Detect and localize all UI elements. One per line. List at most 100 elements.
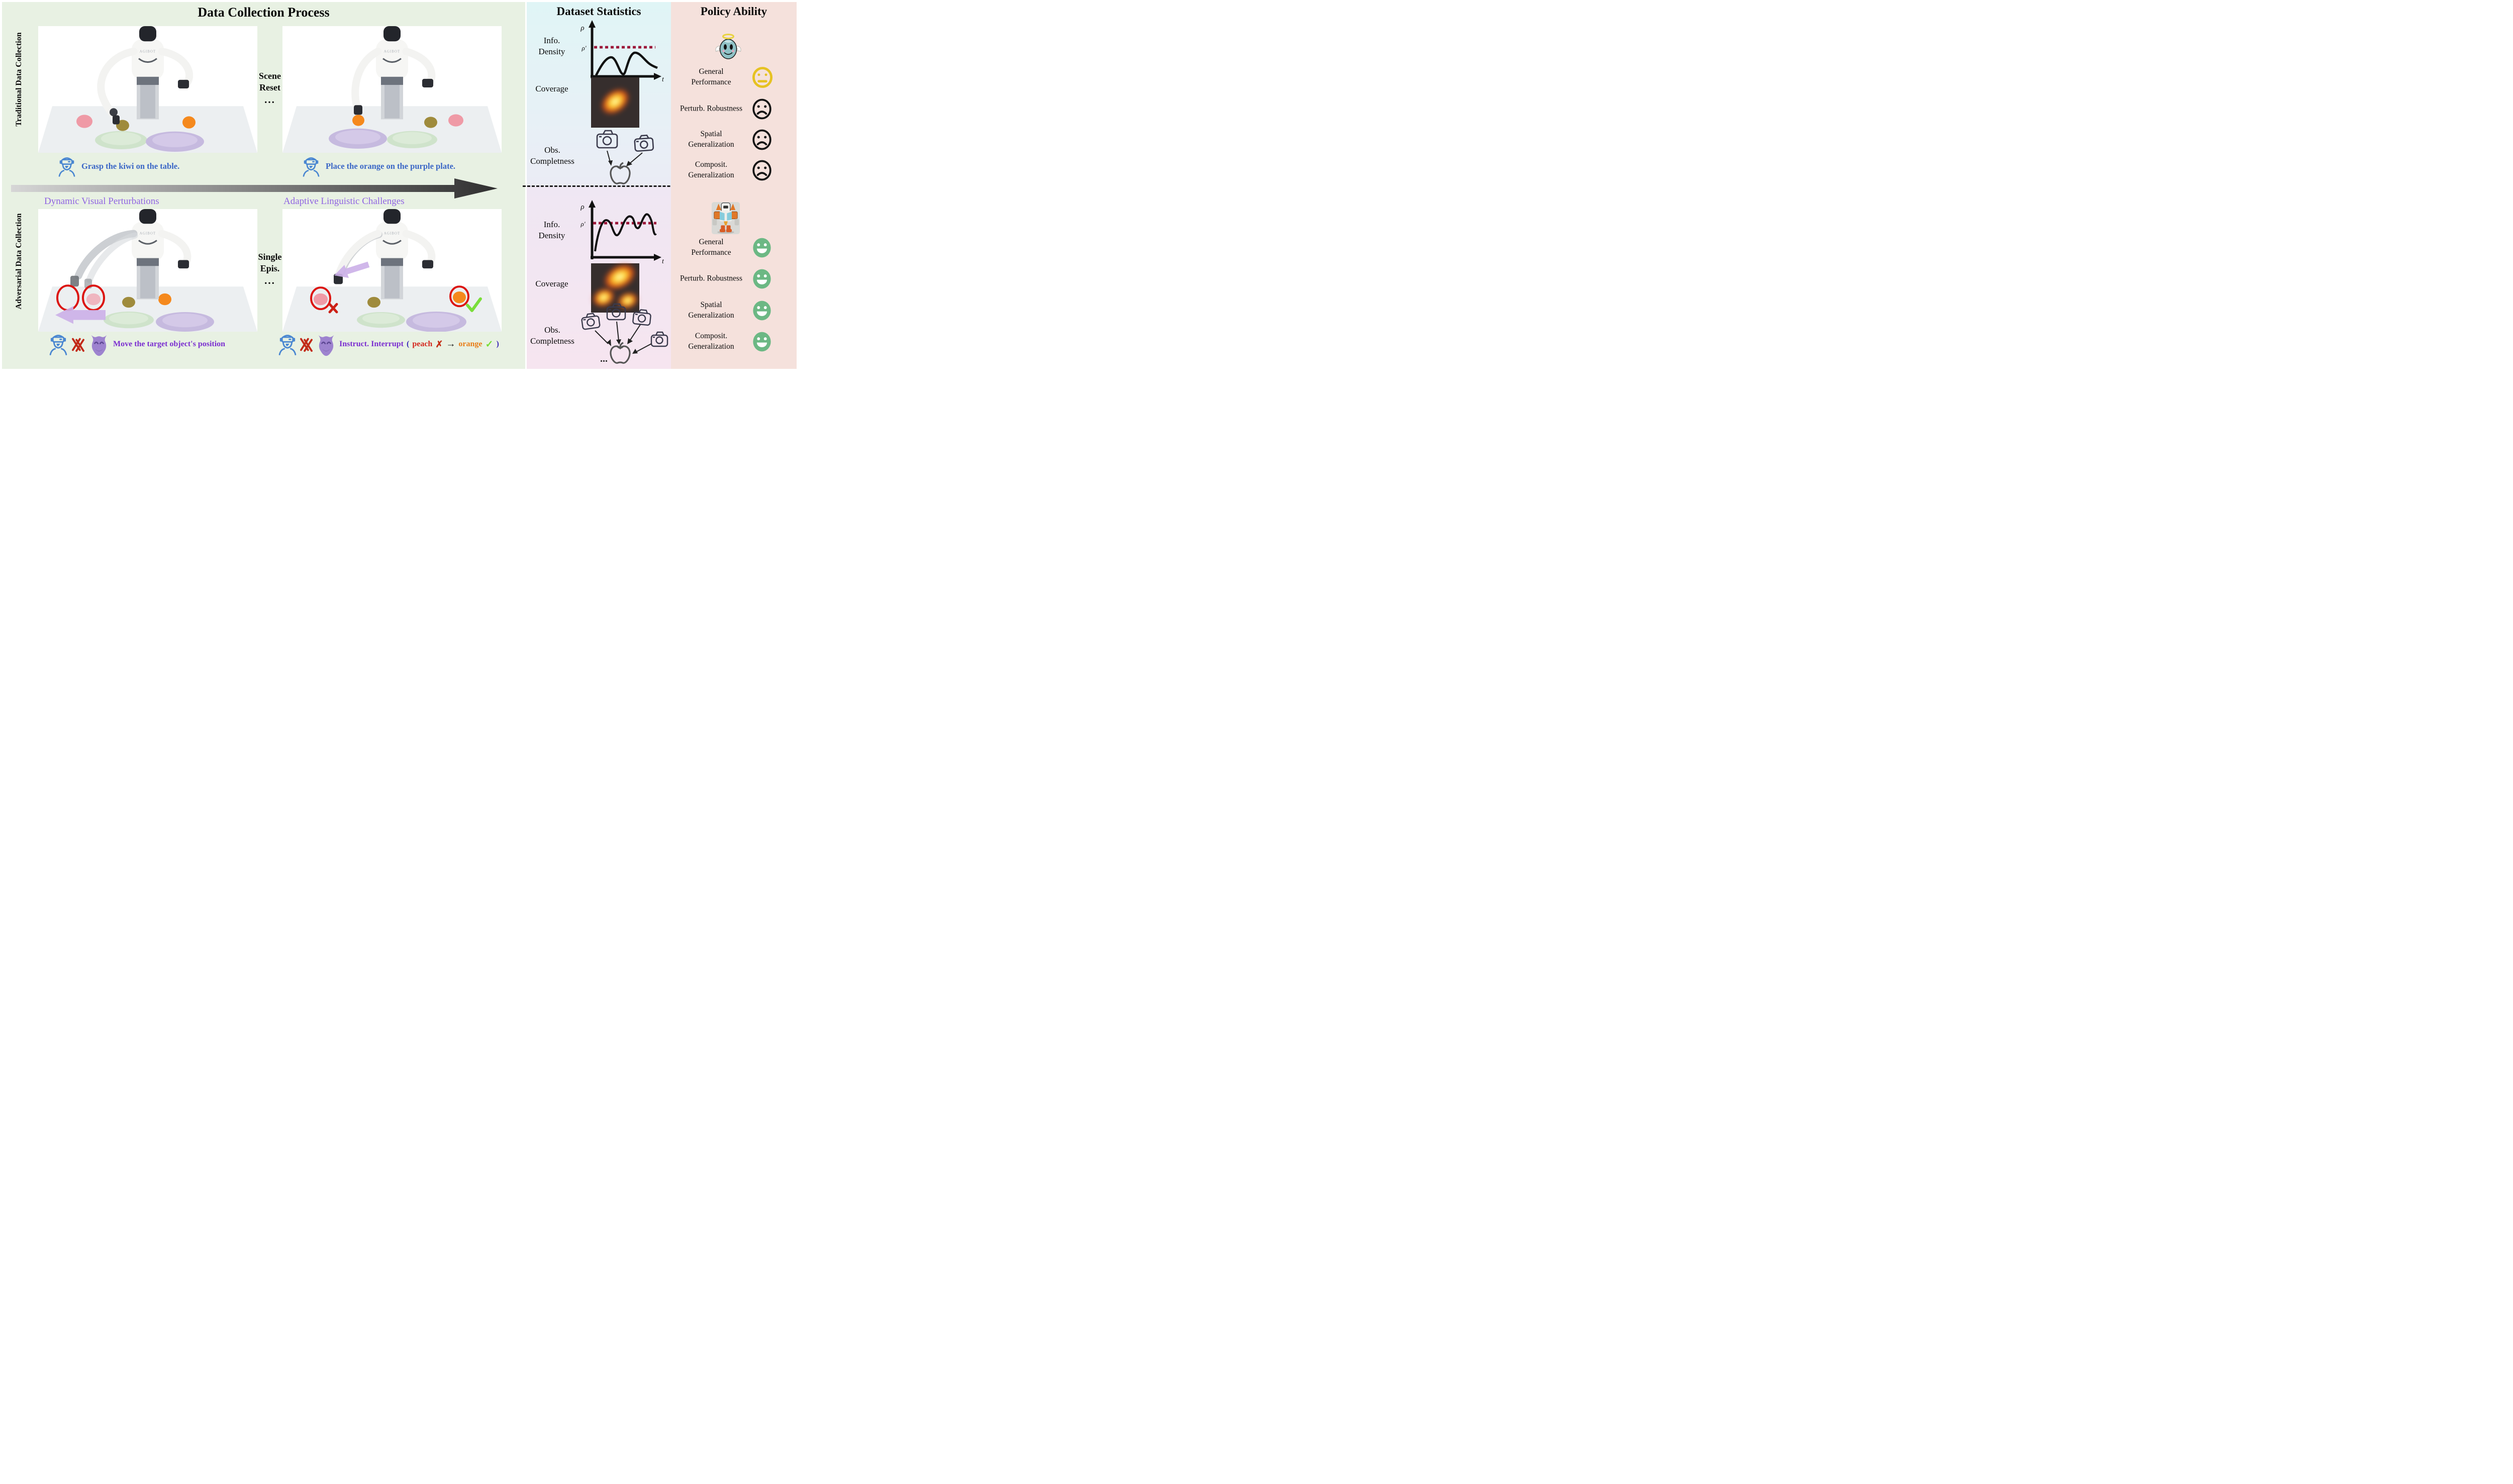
robot-brand-text: AGIBOT bbox=[140, 49, 156, 53]
ability-row-general-top: General Performance bbox=[671, 64, 797, 91]
single-episode-text: Single Epis. bbox=[258, 252, 282, 273]
adversarial-row-label: Adversarial Data Collection bbox=[15, 213, 23, 310]
data-collection-panel: Data Collection Process Traditional Data… bbox=[2, 2, 525, 369]
ability-label: Perturb. Robustness bbox=[680, 104, 742, 113]
caption-place-row: Place the orange on the purple plate. bbox=[303, 153, 455, 180]
axis-rho-prime-label: ρ' bbox=[580, 220, 585, 228]
obs-label-top: Obs. Completness bbox=[530, 145, 574, 166]
happy-face-icon bbox=[753, 332, 771, 352]
stats-title: Dataset Statistics bbox=[556, 5, 641, 18]
angel-face-icon bbox=[715, 34, 741, 59]
camera-icon bbox=[632, 309, 651, 326]
devil-icon bbox=[91, 335, 107, 356]
visual-perturbation-label: Dynamic Visual Perturbations bbox=[44, 196, 159, 207]
timeline-arrow bbox=[11, 178, 498, 199]
vr-goggles-person-icon bbox=[278, 335, 297, 355]
ability-row-spatial-top: Spatial Generalization bbox=[671, 126, 797, 153]
happy-face-icon bbox=[753, 238, 771, 258]
ability-label: Composit. Generalization bbox=[688, 160, 734, 179]
caption-interrupt-text: Instruct. Interrupt bbox=[339, 340, 404, 348]
camera-icon bbox=[581, 313, 601, 330]
apple-icon bbox=[610, 342, 631, 364]
ability-row-perturb-top: Perturb. Robustness bbox=[671, 95, 797, 123]
coverage-label-bottom: Coverage bbox=[535, 279, 568, 288]
info-density-label-top: Info. Density bbox=[538, 36, 565, 57]
sad-face-icon bbox=[752, 160, 771, 181]
devil-icon bbox=[318, 335, 334, 356]
info-density-plot-traditional: ρ ρ' t bbox=[580, 20, 664, 82]
caption-interrupt-row: Instruct. Interrupt ( peach ✗ → orange ✓… bbox=[278, 331, 499, 358]
linguistic-challenge-label: Adaptive Linguistic Challenges bbox=[283, 196, 405, 207]
coverage-label-top: Coverage bbox=[535, 84, 568, 93]
axis-t-label: t bbox=[662, 76, 664, 82]
photo-adversarial-interrupt: AGIBOT bbox=[282, 209, 502, 332]
caption-move-text: Move the target object's position bbox=[113, 340, 226, 348]
interrupt-wrong-word: peach bbox=[412, 340, 433, 348]
single-episode-note: Single Epis. ... bbox=[254, 251, 285, 287]
ability-label: Spatial Generalization bbox=[688, 130, 734, 149]
info-density-label-bottom: Info. Density bbox=[538, 220, 565, 241]
photo-traditional-place: AGIBOT bbox=[282, 26, 502, 153]
happy-face-icon bbox=[753, 301, 771, 321]
traditional-adversarial-divider bbox=[523, 185, 797, 187]
info-density-plot-adversarial: ρ ρ' t bbox=[580, 200, 664, 264]
traditional-row-label: Traditional Data Collection bbox=[15, 32, 23, 127]
obs-completeness-graphic-traditional bbox=[596, 130, 654, 184]
process-title: Data Collection Process bbox=[198, 5, 330, 20]
vr-goggles-person-icon bbox=[303, 157, 320, 177]
interrupt-arrow: → bbox=[446, 339, 456, 349]
ability-label: Spatial Generalization bbox=[688, 301, 734, 320]
obs-completeness-graphic-adversarial: ... bbox=[581, 303, 668, 364]
interrupt-paren-open: ( bbox=[407, 340, 410, 348]
scene-reset-text: Scene Reset bbox=[259, 71, 281, 92]
dataset-statistics-panel: Dataset Statistics Info. Density ρ ρ' t … bbox=[527, 2, 671, 369]
coverage-heatmap-traditional bbox=[591, 77, 639, 128]
camera-icon bbox=[596, 130, 618, 149]
vr-goggles-person-icon bbox=[58, 157, 75, 177]
interrupt-paren-close: ) bbox=[496, 340, 499, 348]
robot-brand-text: AGIBOT bbox=[140, 232, 156, 236]
caption-grasp-text: Grasp the kiwi on the table. bbox=[81, 161, 180, 171]
obs-dots: ... bbox=[600, 353, 608, 364]
ability-row-composit-top: Composit. Generalization bbox=[671, 157, 797, 184]
policy-ability-panel: Policy Ability General Performance Pertu bbox=[671, 2, 797, 369]
neutral-face-icon bbox=[752, 67, 773, 88]
robot-brand-text: AGIBOT bbox=[384, 49, 400, 53]
robot-scene-grasp: AGIBOT bbox=[38, 26, 257, 153]
ability-row-perturb-bottom: Perturb. Robustness bbox=[671, 265, 797, 292]
policy-title: Policy Ability bbox=[700, 5, 767, 18]
caption-move-row: Move the target object's position bbox=[49, 331, 225, 358]
happy-face-icon bbox=[753, 269, 771, 289]
vr-goggles-person-icon bbox=[49, 335, 67, 355]
crossed-x-icon bbox=[300, 338, 313, 352]
scene-reset-dots: ... bbox=[264, 93, 275, 106]
camera-icon bbox=[634, 134, 654, 152]
ability-row-general-bottom: General Performance bbox=[671, 234, 797, 261]
robot-brand-text: AGIBOT bbox=[384, 232, 400, 236]
camera-icon bbox=[650, 331, 668, 347]
photo-traditional-grasp: AGIBOT bbox=[38, 26, 257, 153]
crossed-x-icon bbox=[72, 338, 84, 352]
axis-rho-prime-label: ρ' bbox=[581, 44, 586, 52]
camera-icon bbox=[606, 303, 626, 321]
sad-face-icon bbox=[752, 98, 771, 120]
caption-place-text: Place the orange on the purple plate. bbox=[326, 161, 456, 171]
robot-scene-interrupt: AGIBOT bbox=[282, 209, 502, 332]
ability-row-composit-bottom: Composit. Generalization bbox=[671, 328, 797, 355]
apple-icon bbox=[610, 162, 631, 184]
ability-label: General Performance bbox=[691, 238, 731, 257]
ability-label: Perturb. Robustness bbox=[680, 274, 742, 283]
heat-blob bbox=[596, 82, 635, 121]
ability-row-spatial-bottom: Spatial Generalization bbox=[671, 297, 797, 324]
photo-adversarial-move: AGIBOT bbox=[38, 209, 257, 332]
sad-face-icon bbox=[752, 129, 771, 150]
axis-rho-label: ρ bbox=[580, 203, 584, 211]
axis-t-label: t bbox=[662, 258, 664, 264]
obs-label-bottom: Obs. Completness bbox=[530, 325, 574, 346]
robot-scene-move: AGIBOT bbox=[38, 209, 257, 332]
interrupt-right-mark: ✓ bbox=[485, 339, 494, 350]
caption-grasp-row: Grasp the kiwi on the table. bbox=[58, 153, 179, 180]
scene-reset-note: Scene Reset ... bbox=[254, 70, 285, 106]
robot-scene-place: AGIBOT bbox=[282, 26, 502, 153]
interrupt-wrong-mark: ✗ bbox=[435, 339, 443, 349]
